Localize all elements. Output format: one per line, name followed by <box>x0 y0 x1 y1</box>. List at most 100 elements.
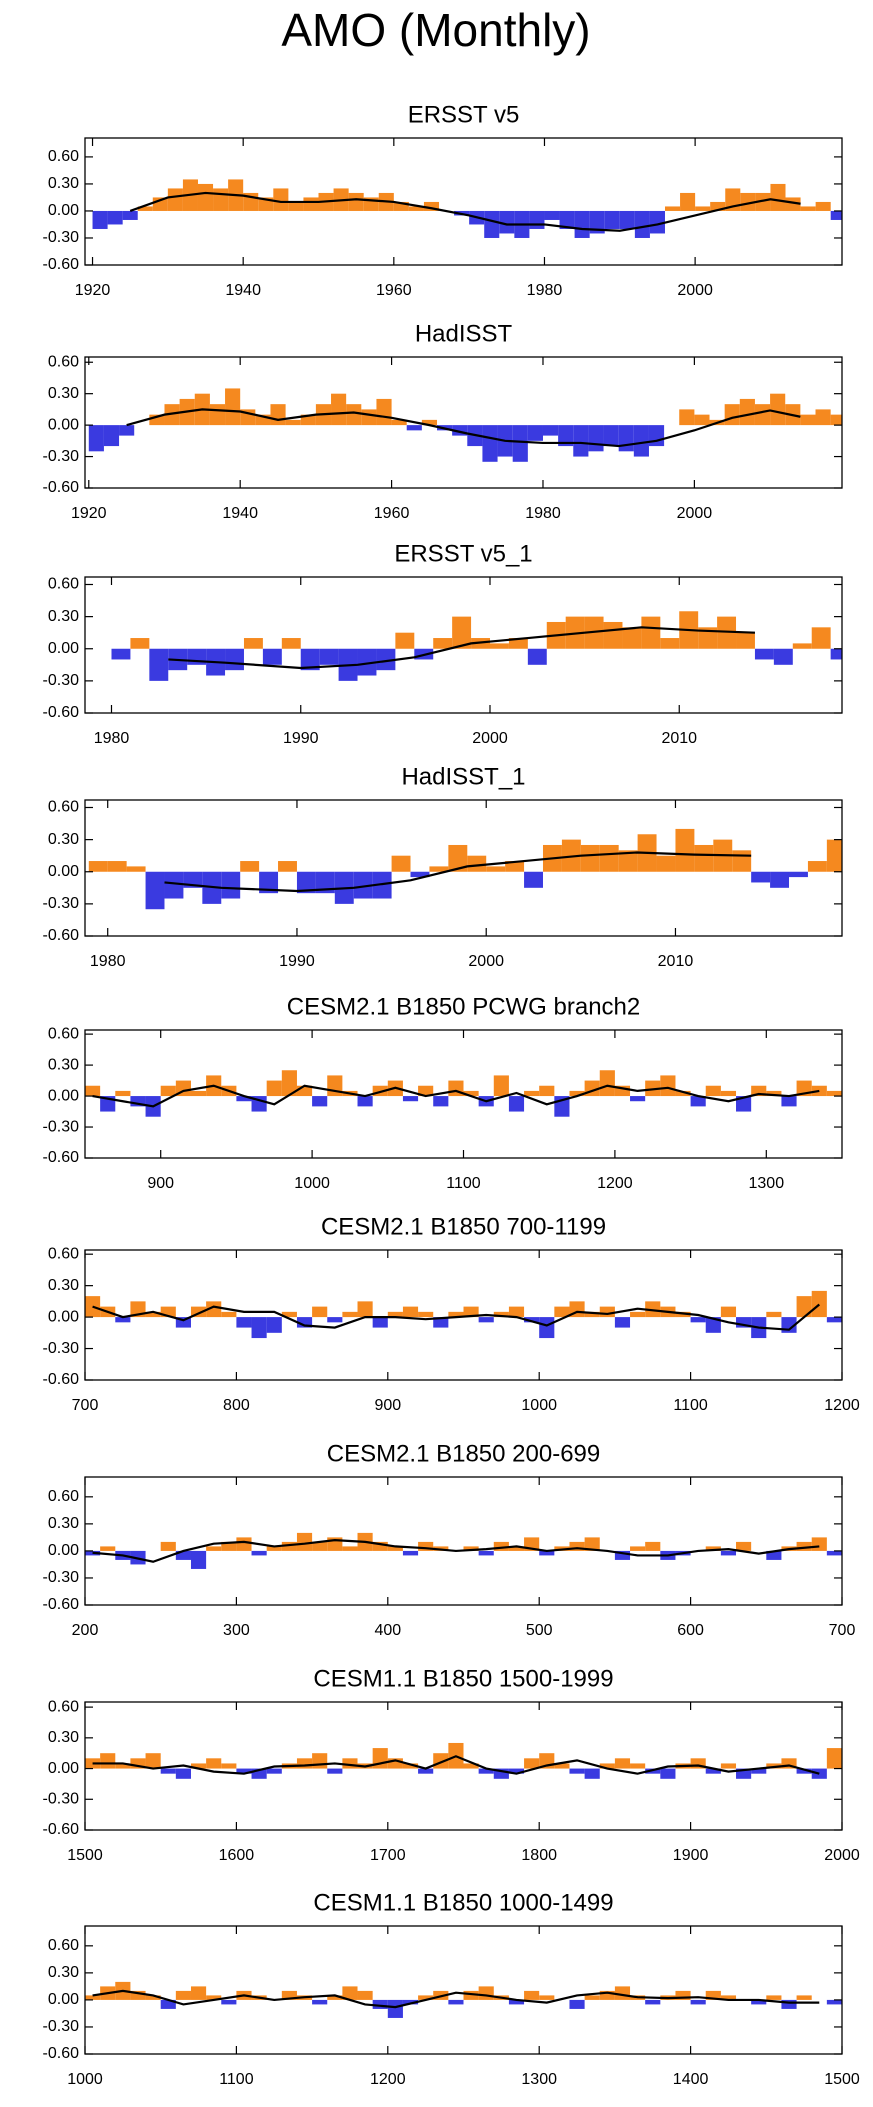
x-tick-label: 1400 <box>673 2071 709 2088</box>
panel-title: CESM2.1 B1850 200-699 <box>327 1440 601 1467</box>
plot-frame <box>84 1925 843 2055</box>
bar <box>221 1999 237 2005</box>
bar <box>645 1541 661 1551</box>
bar <box>296 1317 313 1328</box>
y-tick-label: 0.60 <box>48 1025 79 1042</box>
smoothed-line <box>164 851 752 893</box>
bar <box>402 1763 419 1769</box>
bar <box>236 1768 252 1774</box>
bar <box>221 1541 237 1551</box>
bar <box>266 1317 282 1333</box>
x-tick-label: 1000 <box>67 2071 103 2088</box>
bar <box>243 638 263 649</box>
bar <box>660 638 680 649</box>
bar <box>751 1768 767 1774</box>
bar <box>754 404 771 426</box>
x-tick-label: 1940 <box>225 282 261 299</box>
y-tick-label: 0.00 <box>48 640 79 657</box>
bar <box>115 1317 131 1323</box>
bar <box>251 1550 267 1556</box>
bar <box>160 1085 176 1097</box>
bar <box>448 1999 464 2005</box>
bar <box>85 1995 101 2000</box>
bar <box>781 1096 797 1107</box>
bar <box>206 1546 222 1551</box>
bar <box>395 632 415 649</box>
x-tick-label: 1300 <box>749 1175 785 1192</box>
bar <box>429 866 449 872</box>
bar <box>236 1096 252 1102</box>
y-tick-label: -0.30 <box>43 1118 80 1135</box>
bar <box>88 425 104 452</box>
bar <box>281 1541 297 1551</box>
x-tick-label: 1200 <box>597 1175 633 1192</box>
bar <box>705 1990 721 2000</box>
bar <box>603 621 623 649</box>
bar <box>614 1317 631 1328</box>
bar <box>633 425 649 457</box>
bar <box>111 648 131 660</box>
x-tick-label: 1200 <box>824 1397 860 1414</box>
bar <box>190 1763 207 1769</box>
bar <box>452 425 468 436</box>
bar <box>754 648 774 660</box>
bar <box>675 828 695 872</box>
y-tick-label: 0.00 <box>48 1760 79 1777</box>
bar <box>493 1541 509 1551</box>
bar <box>130 1990 146 2000</box>
bar <box>418 1085 434 1097</box>
bar <box>315 871 335 894</box>
panel-title: CESM2.1 B1850 700-1199 <box>321 1213 606 1240</box>
x-tick-label: 1960 <box>376 282 412 299</box>
plot-frame <box>84 137 843 266</box>
bar <box>656 855 676 872</box>
bar <box>554 1763 570 1769</box>
x-tick-label: 700 <box>829 1622 856 1639</box>
bar <box>619 210 635 229</box>
x-tick-label: 2000 <box>824 1847 860 1864</box>
bar <box>508 1768 525 1774</box>
bar <box>357 1990 373 2000</box>
bar <box>732 850 752 872</box>
bar <box>255 414 271 426</box>
panel-title: HadISST_1 <box>401 763 525 790</box>
bar <box>175 1550 191 1560</box>
bar <box>225 648 244 671</box>
bar <box>160 1999 176 2009</box>
x-tick-label: 900 <box>147 1175 174 1192</box>
y-tick-label: 0.30 <box>48 175 79 192</box>
bar <box>285 419 301 426</box>
x-tick-label: 1990 <box>283 730 319 747</box>
bar <box>478 1317 494 1323</box>
panel-title: HadISST <box>415 320 513 347</box>
x-tick-label: 1100 <box>219 2071 254 2088</box>
x-tick-label: 800 <box>223 1397 250 1414</box>
bar <box>630 1763 646 1769</box>
smoothed-line <box>92 1538 820 1563</box>
bar <box>130 1096 146 1107</box>
panel: CESM2.1 B1850 200-699 0.60 0.30 0.00 -0.30 -0… <box>43 1440 856 1639</box>
panel-title: ERSST v5_1 <box>394 540 532 567</box>
bar <box>698 627 718 649</box>
bar <box>830 210 842 220</box>
x-tick-label: 1980 <box>94 730 130 747</box>
bar <box>766 1550 782 1560</box>
bar <box>145 1753 161 1769</box>
y-tick-label: 0.60 <box>48 1488 79 1505</box>
bar <box>342 1546 358 1551</box>
bar <box>690 1317 706 1323</box>
bar <box>421 419 438 426</box>
bar <box>527 425 543 441</box>
x-tick-label: 1300 <box>521 2071 557 2088</box>
bar <box>796 1541 812 1551</box>
panel: HadISST 0.60 0.30 0.00 -0.30 -0.60 1920 1940 196… <box>43 320 843 522</box>
y-tick-label: 0.60 <box>48 1245 79 1262</box>
bar <box>524 871 543 888</box>
smoothed-line <box>92 1303 820 1331</box>
bar <box>342 1986 358 2000</box>
bar <box>372 1541 388 1551</box>
smoothed-line <box>92 1084 820 1108</box>
x-tick-label: 1100 <box>673 1397 708 1414</box>
bar <box>145 1995 161 2000</box>
bar <box>569 1541 585 1551</box>
